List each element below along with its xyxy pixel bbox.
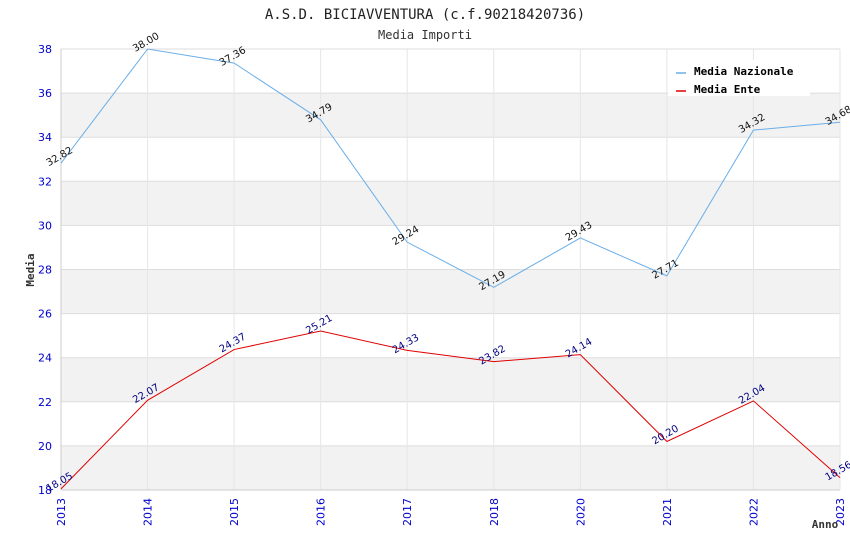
data-label: 29.24	[391, 224, 421, 248]
y-tick-label: 34	[38, 131, 52, 144]
x-tick-label: 2020	[574, 498, 587, 526]
data-label: 24.37	[218, 331, 248, 355]
data-label: 24.33	[391, 332, 421, 356]
chart-title: A.S.D. BICIAVVENTURA (c.f.90218420736)	[265, 7, 585, 23]
x-tick-label: 2016	[315, 498, 328, 526]
x-tick-label: 2022	[747, 498, 760, 526]
grid-band	[61, 181, 840, 226]
legend-label-nazionale: Media Nazionale	[694, 65, 794, 78]
grid-band	[61, 357, 840, 402]
legend: Media Nazionale Media Ente	[668, 60, 810, 96]
data-label: 32.82	[45, 145, 75, 169]
series-lines	[60, 48, 841, 490]
grid-bands	[61, 93, 840, 490]
x-tick-labels: 2013 2014 2015 2016 2017 2018 2020 2021 2022 2023	[55, 498, 847, 526]
series-line-ente	[60, 330, 841, 490]
legend-box	[668, 60, 810, 96]
grid-band	[61, 93, 840, 138]
x-tick-label: 2023	[834, 498, 847, 526]
y-tick-label: 30	[38, 219, 52, 232]
axes	[60, 49, 840, 491]
chart-subtitle: Media Importi	[378, 28, 472, 42]
y-tick-label: 32	[38, 175, 52, 188]
y-tick-label: 38	[38, 43, 52, 56]
grid-band	[61, 445, 840, 490]
data-label: 18.05	[45, 471, 75, 495]
y-tick-label: 26	[38, 308, 52, 321]
x-tick-label: 2018	[488, 498, 501, 526]
data-label: 24.14	[564, 337, 594, 361]
y-tick-label: 20	[38, 440, 52, 453]
x-axis-label: Anno	[812, 518, 839, 531]
x-tick-label: 2015	[228, 498, 241, 526]
y-tick-label: 24	[38, 352, 52, 365]
x-tick-label: 2013	[55, 498, 68, 526]
series-line-nazionale	[60, 48, 841, 288]
y-tick-label: 22	[38, 396, 52, 409]
data-label: 20.20	[650, 423, 680, 447]
y-tick-label: 18	[38, 484, 52, 497]
x-tick-label: 2021	[661, 498, 674, 526]
y-tick-label: 36	[38, 87, 52, 100]
x-tick-label: 2014	[142, 498, 155, 526]
y-tick-label: 28	[38, 264, 52, 277]
legend-label-ente: Media Ente	[694, 83, 761, 96]
y-axis-label: Media	[24, 253, 37, 286]
y-tick-labels: 18 20 22 24 26 28 30 32 34 36 38	[38, 43, 52, 497]
grid-band	[61, 269, 840, 314]
x-tick-label: 2017	[401, 498, 414, 526]
